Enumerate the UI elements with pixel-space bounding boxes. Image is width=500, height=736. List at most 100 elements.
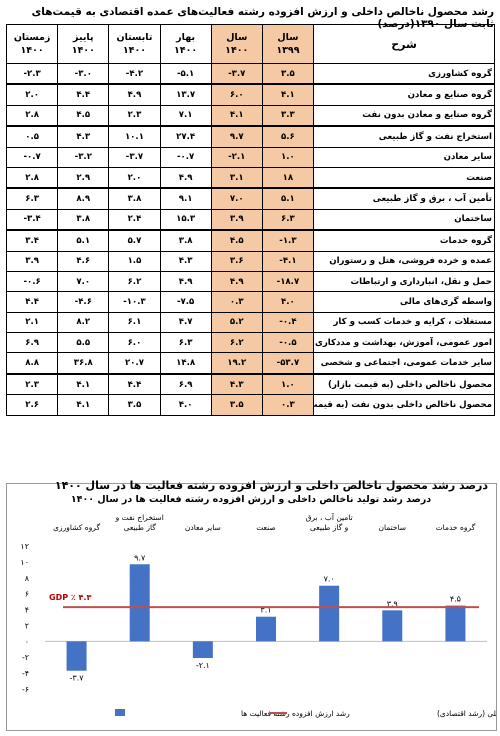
row-value: ۷.۱ bbox=[159, 104, 212, 127]
row-value: ۵.۵ bbox=[57, 332, 110, 354]
row-value: ۳.۵ bbox=[261, 63, 315, 85]
row-value: ۷.۰ bbox=[57, 270, 110, 293]
row-value: -۴.۱ bbox=[261, 250, 315, 272]
bar bbox=[382, 610, 403, 642]
table-row: گروه صنایع و معادن بدون نفت ۳.۳ ۴.۱ ۷.۱ ۲.۳ ۴… bbox=[5, 104, 495, 127]
bar-value-label: ۳.۹ bbox=[387, 599, 398, 608]
row-value: -۴.۶ bbox=[57, 291, 110, 313]
row-value: ۸.۸ bbox=[5, 352, 59, 375]
row-value: -۳.۴ bbox=[5, 208, 59, 231]
table-row: گروه خدمات -۱.۳ ۴.۵ ۳.۸ ۵.۷ ۵.۱ ۳.۴ bbox=[5, 229, 495, 252]
row-value: -۰.۴ bbox=[261, 311, 315, 334]
row-value: ۶.۳ bbox=[261, 208, 315, 231]
row-value: ۳.۵ bbox=[108, 394, 161, 416]
row-label: عمده و خرده فروشی، هتل و رستوران bbox=[313, 250, 495, 272]
row-value: ۳.۸ bbox=[108, 187, 161, 210]
row-value: ۸.۹ bbox=[57, 187, 110, 210]
row-value: ۴.۹ bbox=[159, 166, 212, 189]
bar bbox=[256, 616, 276, 642]
row-value: ۶.۹ bbox=[5, 332, 59, 354]
row-value: ۲.۹ bbox=[57, 166, 110, 189]
row-value: ۰.۵ bbox=[5, 125, 59, 148]
row-value: -۵۳.۷ bbox=[261, 352, 315, 375]
row-value: -۴.۲ bbox=[108, 63, 161, 85]
row-label: تأمین آب ، برق و گاز طبیعی bbox=[313, 187, 495, 210]
row-value: ۳.۱ bbox=[210, 166, 263, 189]
row-value: ۲.۸ bbox=[5, 166, 59, 189]
row-value: -۳.۷ bbox=[210, 63, 263, 85]
category-label: تامین آب ، برق bbox=[306, 512, 353, 522]
row-value: ۴.۰ bbox=[159, 394, 212, 416]
row-label: ساختمان bbox=[313, 208, 495, 231]
row-value: ۱۴.۸ bbox=[159, 352, 212, 375]
row-value: ۴.۴ bbox=[108, 372, 161, 396]
row-label: سایر خدمات عمومی، اجتماعی و شخصی bbox=[313, 352, 495, 375]
row-value: ۵.۷ bbox=[108, 229, 161, 252]
row-label: محصول ناخالص داخلی بدون نفت (به قیمت باز… bbox=[313, 394, 495, 416]
row-value: ۰.۳ bbox=[261, 394, 315, 416]
y-tick-label: ۱۲ bbox=[20, 542, 29, 551]
row-label: گروه صنایع و معادن bbox=[313, 83, 495, 106]
row-value: ۴.۵ bbox=[57, 104, 110, 127]
category-label: و گاز طبیعی bbox=[310, 523, 349, 532]
table-row: ساختمان ۶.۳ ۳.۹ ۱۵.۳ ۲.۴ ۳.۸ -۳.۴ bbox=[5, 208, 495, 231]
row-value: ۳.۹ bbox=[210, 208, 263, 231]
category-label: صنعت bbox=[256, 523, 276, 532]
bar-value-label: ۳.۱ bbox=[260, 606, 271, 615]
row-value: ۱۸ bbox=[261, 166, 315, 189]
y-tick-label: ۸ bbox=[25, 574, 30, 583]
bar-value-label: ۴.۵ bbox=[450, 595, 461, 604]
row-value: ۴.۱ bbox=[57, 394, 110, 416]
bar bbox=[129, 564, 150, 642]
row-value: ۴.۹ bbox=[210, 270, 263, 293]
category-label: سایر معادن bbox=[185, 523, 221, 532]
row-value: ۳.۴ bbox=[5, 229, 59, 252]
y-tick-label: ۴ bbox=[25, 606, 29, 615]
bar bbox=[319, 585, 340, 642]
y-tick-label: ۱۰ bbox=[20, 558, 29, 567]
row-value: ۸.۲ bbox=[57, 311, 110, 334]
header-label: شرح bbox=[313, 24, 495, 64]
header-col-spring: بهار ۱۴۰۰ bbox=[159, 24, 212, 64]
row-value: ۲.۳ bbox=[108, 104, 161, 127]
row-value: ۲.۸ bbox=[5, 104, 59, 127]
row-value: ۱۰.۱ bbox=[108, 125, 161, 148]
row-value: -۲.۳ bbox=[5, 63, 59, 85]
table-row: سایر خدمات عمومی، اجتماعی و شخصی -۵۳.۷ ۱۹.… bbox=[5, 352, 495, 375]
y-tick-label: ۲ bbox=[25, 621, 29, 630]
row-value: ۲۰.۷ bbox=[108, 352, 161, 375]
row-value: ۲۷.۴ bbox=[159, 125, 212, 148]
bar-value-label: ۹.۷ bbox=[134, 553, 146, 562]
table-row: واسطه گری‌های مالی ۴.۰ ۰.۳ -۷.۵ -۱۰.۳ -۴.۶ ۴.۴ bbox=[5, 291, 495, 313]
table-row: سایر معادن ۱.۰ -۲.۱ -۰.۷ -۳.۷ -۳.۲ -۰.۷ bbox=[5, 146, 495, 168]
row-value: ۲.۰ bbox=[5, 83, 59, 106]
row-value: ۳.۸ bbox=[159, 229, 212, 252]
row-label: صنعت bbox=[313, 166, 495, 189]
header-col-winter: زمستان ۱۴۰۰ bbox=[5, 24, 59, 64]
row-label: گروه کشاورزی bbox=[313, 63, 495, 85]
bar bbox=[192, 641, 213, 659]
chart-title: درصد رشد تولید ناخالص داخلی و ارزش افزود… bbox=[71, 494, 431, 505]
row-value: ۳۶.۸ bbox=[57, 352, 110, 375]
bar-value-label: -۲.۱ bbox=[196, 661, 210, 670]
row-label: حمل و نقل، انبارداری و ارتباطات bbox=[313, 270, 495, 293]
row-value: ۴.۵ bbox=[210, 229, 263, 252]
row-value: ۶.۰ bbox=[210, 83, 263, 106]
row-value: -۱۰.۳ bbox=[108, 291, 161, 313]
row-value: ۴.۳ bbox=[159, 250, 212, 272]
row-value: ۶.۱ bbox=[108, 311, 161, 334]
row-value: ۲.۳ bbox=[5, 372, 59, 396]
chart-section-heading: درصد رشد محصول ناخالص داخلی و ارزش افزود… bbox=[54, 479, 488, 492]
row-label: امور عمومی، آموزش، بهداشت و مددکاری bbox=[313, 332, 495, 354]
y-tick-label: ۶ bbox=[25, 590, 29, 599]
table-header-row: شرح سال ۱۳۹۹ سال ۱۴۰۰ بهار ۱۴۰۰ تابستان ۱۴۰۰… bbox=[5, 24, 495, 64]
legend-bar-label: رشد ارزش افزوده رشته فعالیت ها bbox=[241, 709, 350, 718]
table-row: تأمین آب ، برق و گاز طبیعی ۵.۱ ۷.۰ ۹.۱ ۳.۸ ۸.… bbox=[5, 187, 495, 210]
y-tick-label: -۴ bbox=[22, 669, 29, 678]
row-value: -۰.۵ bbox=[261, 332, 315, 354]
row-value: ۵.۶ bbox=[261, 125, 315, 148]
bar-value-label: ۷.۰ bbox=[324, 575, 335, 584]
row-value: -۳.۷ bbox=[108, 146, 161, 168]
row-value: ۴.۹ bbox=[108, 83, 161, 106]
row-value: ۴.۰ bbox=[261, 291, 315, 313]
